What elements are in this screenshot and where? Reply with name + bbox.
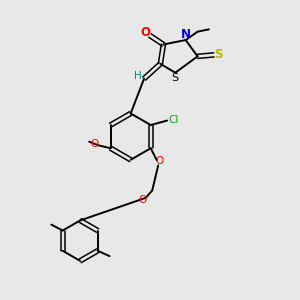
Text: O: O	[155, 156, 164, 166]
Text: O: O	[90, 139, 98, 149]
Text: N: N	[181, 28, 191, 41]
Text: O: O	[138, 195, 146, 205]
Text: Cl: Cl	[169, 115, 179, 125]
Text: S: S	[172, 73, 179, 83]
Text: O: O	[140, 26, 151, 39]
Text: S: S	[214, 48, 223, 61]
Text: H: H	[134, 71, 142, 81]
